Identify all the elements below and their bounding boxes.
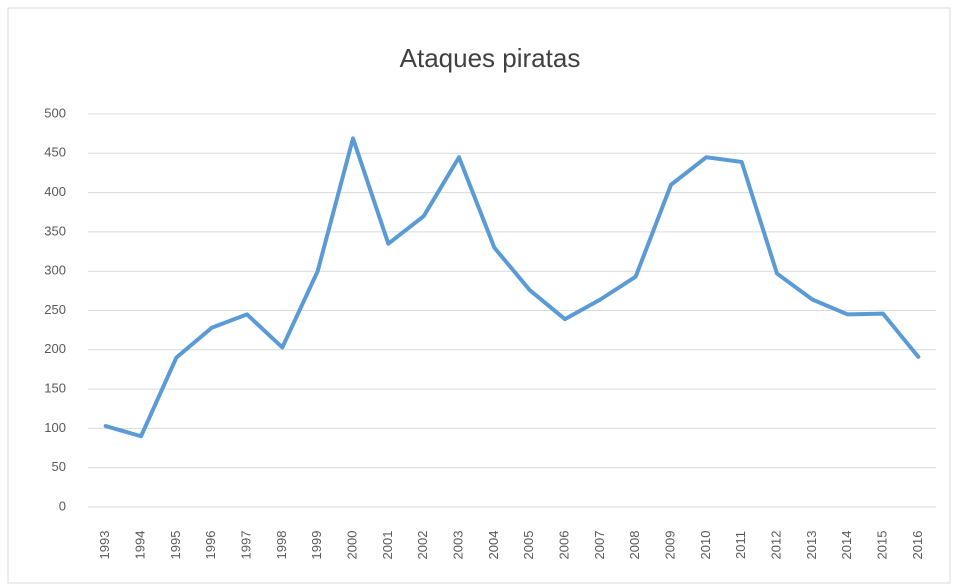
x-tick-label: 1999 [309,531,324,560]
x-tick-label: 1998 [274,531,289,560]
chart-frame [7,7,951,584]
x-tick-label: 2010 [698,531,713,560]
x-tick-label: 1997 [238,531,253,560]
x-tick-label: 2006 [556,531,571,560]
x-tick-label: 2003 [450,531,465,560]
x-tick-label: 2011 [733,531,748,559]
x-tick-label: 2005 [521,531,536,560]
x-tick-label: 1996 [203,531,218,560]
y-tick-label: 150 [44,381,66,396]
x-tick-label: 2013 [804,531,819,560]
x-tick-label: 2000 [344,531,359,560]
data-line [103,136,921,439]
x-tick-label: 2004 [486,531,501,560]
x-tick-label: 2009 [662,531,677,560]
x-tick-label: 2002 [415,531,430,560]
y-tick-label: 100 [44,420,66,435]
y-tick-label: 350 [44,223,66,238]
x-tick-label: 2016 [910,531,925,560]
x-tick-label: 2015 [874,531,889,560]
x-tick-label: 1993 [97,531,112,560]
y-tick-label: 500 [44,105,66,120]
x-tick-label: 2001 [380,531,395,560]
y-tick-label: 0 [59,498,66,513]
y-tick-label: 300 [44,263,66,278]
y-tick-label: 400 [44,184,66,199]
x-tick-label: 2014 [839,531,854,560]
y-tick-label: 250 [44,302,66,317]
y-tick-label: 200 [44,341,66,356]
x-tick-label: 2007 [592,531,607,560]
x-tick-label: 2008 [627,531,642,560]
y-tick-label: 450 [44,145,66,160]
x-tick-label: 1995 [168,531,183,560]
x-tick-label: 1994 [132,531,147,560]
x-tick-label: 2012 [768,531,783,560]
chart-title: Ataques piratas [400,43,581,73]
y-tick-label: 50 [52,459,66,474]
